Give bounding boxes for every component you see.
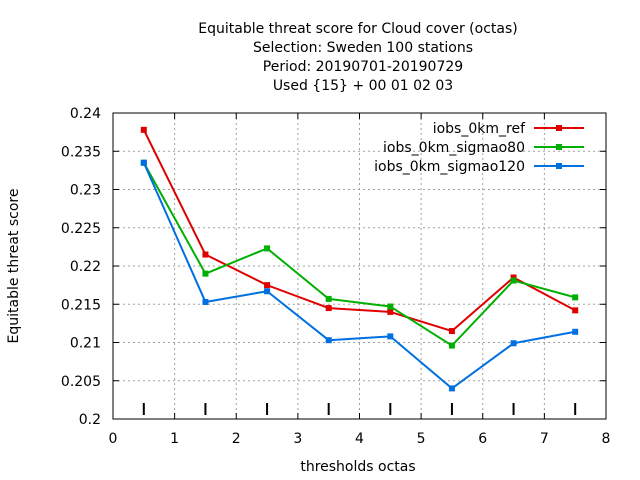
title-line-3: Period: 20190701-20190729 [263, 59, 463, 75]
legend-marker-0 [556, 125, 562, 131]
data-point-2-0 [140, 159, 147, 166]
title-line-2: Selection: Sweden 100 stations [253, 40, 473, 56]
legend-label-1: iobs_0km_sigmao80 [383, 140, 525, 156]
x-tick-label-6: 6 [478, 431, 487, 447]
data-point-2-7 [572, 328, 579, 335]
bottom-markers [142, 403, 577, 415]
legend: iobs_0km_ref iobs_0km_sigmao80 iobs_0km_si… [374, 121, 584, 175]
series [140, 126, 579, 392]
legend-label-0: iobs_0km_ref [433, 121, 526, 137]
series-1 [140, 159, 579, 349]
chart-title: Equitable threat score for Cloud cover (… [198, 21, 517, 94]
y-tick-label-2: 0.21 [70, 336, 101, 352]
legend-label-2: iobs_0km_sigmao120 [374, 159, 525, 175]
y-axis-label: Equitable threat score [6, 189, 22, 344]
data-point-0-3 [325, 305, 332, 312]
data-point-1-7 [572, 294, 579, 301]
data-point-1-2 [264, 245, 271, 252]
y-tick-label-1: 0.205 [61, 374, 101, 390]
title-line-1: Equitable threat score for Cloud cover (… [198, 21, 517, 37]
x-tick-label-5: 5 [417, 431, 426, 447]
y-axis-ticks: 0.2 0.205 0.21 0.215 0.22 0.225 0.23 0.235 0.24 [61, 106, 606, 428]
series-line-2 [142, 162, 576, 390]
data-point-0-7 [572, 307, 579, 314]
data-point-0-6 [510, 274, 517, 281]
series-0 [140, 126, 579, 335]
data-point-2-2 [264, 288, 271, 295]
data-point-1-4 [387, 303, 394, 310]
series-line-1 [142, 162, 576, 347]
data-point-2-3 [325, 337, 332, 344]
y-tick-label-0: 0.2 [79, 412, 101, 428]
y-tick-label-7: 0.235 [61, 144, 101, 160]
data-point-0-4 [387, 308, 394, 315]
data-point-0-5 [448, 328, 455, 335]
y-tick-label-6: 0.23 [70, 183, 101, 199]
data-point-2-6 [510, 340, 517, 347]
data-point-0-1 [202, 251, 209, 258]
data-point-2-5 [448, 385, 455, 392]
series-line-0 [142, 129, 576, 333]
legend-entry-2: iobs_0km_sigmao120 [374, 159, 584, 175]
y-tick-label-4: 0.22 [70, 259, 101, 275]
data-point-2-4 [387, 333, 394, 340]
x-axis-label: thresholds octas [300, 459, 415, 475]
data-point-0-0 [140, 126, 147, 133]
data-point-2-1 [202, 298, 209, 305]
x-tick-label-7: 7 [540, 431, 549, 447]
x-tick-label-3: 3 [293, 431, 302, 447]
series-2 [140, 159, 579, 392]
y-tick-label-3: 0.215 [61, 297, 101, 313]
grid [113, 113, 606, 419]
data-point-1-3 [325, 295, 332, 302]
x-tick-label-1: 1 [170, 431, 179, 447]
x-tick-label-2: 2 [232, 431, 241, 447]
data-point-1-1 [202, 270, 209, 277]
x-axis-ticks: 0 1 2 3 4 5 6 7 8 [109, 113, 611, 447]
data-point-1-6 [510, 277, 517, 284]
legend-entry-1: iobs_0km_sigmao80 [383, 140, 584, 156]
legend-marker-2 [556, 163, 562, 169]
legend-entry-0: iobs_0km_ref [433, 121, 584, 137]
y-tick-label-8: 0.24 [70, 106, 101, 122]
x-tick-label-4: 4 [355, 431, 364, 447]
legend-marker-1 [556, 144, 562, 150]
x-tick-label-0: 0 [109, 431, 118, 447]
data-point-0-2 [264, 282, 271, 289]
title-line-4: Used {15} + 00 01 02 03 [273, 78, 453, 94]
x-tick-label-8: 8 [602, 431, 611, 447]
y-tick-label-5: 0.225 [61, 221, 101, 237]
data-point-1-5 [448, 342, 455, 349]
